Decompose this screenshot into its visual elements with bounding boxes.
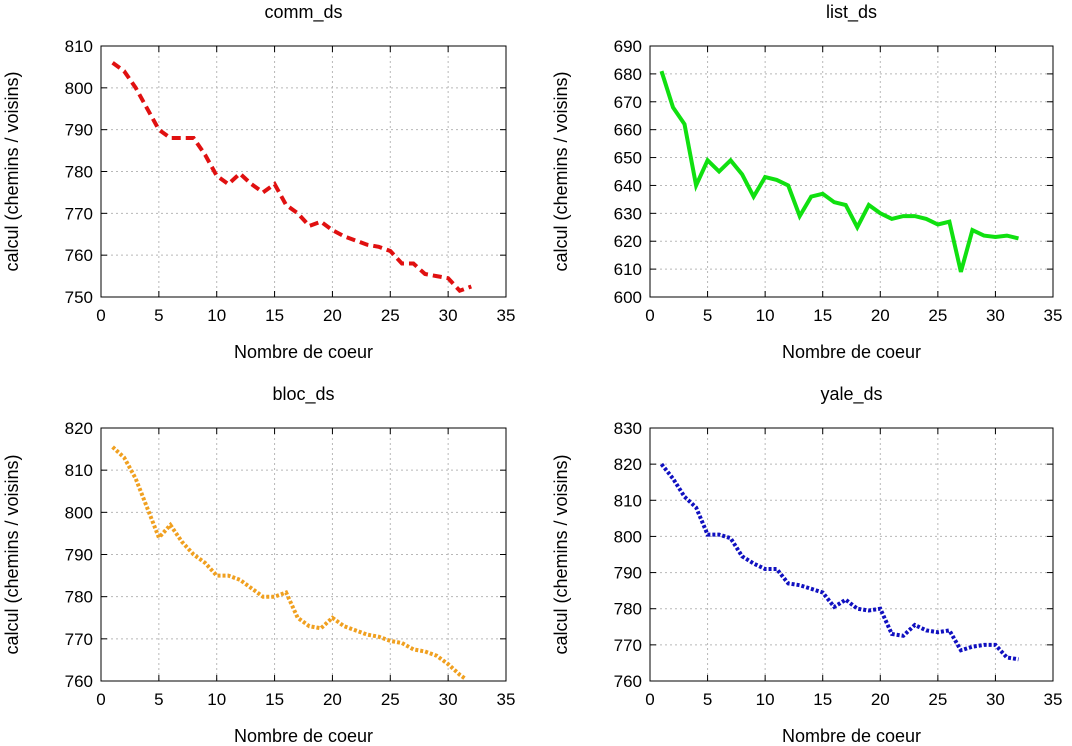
x-tick-label: 25 <box>928 690 947 709</box>
x-tick-label: 15 <box>813 306 832 325</box>
x-tick-label: 10 <box>207 690 226 709</box>
plot-frame <box>649 427 1054 682</box>
chart-panel-bloc_ds: 0 5 10 15 20 25 30 35 760 770 780 790 800 810 820 bloc_… <box>2 384 515 746</box>
y-tick-label: 770 <box>614 636 642 655</box>
chart-title: yale_ds <box>820 384 882 405</box>
y-tick-label: 810 <box>65 461 93 480</box>
x-tick-label: 20 <box>871 690 890 709</box>
y-tick-label: 770 <box>65 630 93 649</box>
x-tick-label: 0 <box>645 306 654 325</box>
y-axis-label: calcul (chemins / voisins) <box>551 454 571 654</box>
y-tick-label: 790 <box>614 564 642 583</box>
y-tick-label: 790 <box>65 546 93 565</box>
chart-title: bloc_ds <box>272 384 334 405</box>
series-line <box>111 61 472 294</box>
x-tick-label: 10 <box>756 306 775 325</box>
y-tick-label: 800 <box>65 79 93 98</box>
x-axis-label: Nombre de coeur <box>234 342 373 362</box>
chart-panel-yale_ds: 0 5 10 15 20 25 30 35 760 770 780 790 800 810 820 830 ya… <box>551 384 1062 746</box>
y-axis-label: calcul (chemins / voisins) <box>2 71 22 271</box>
y-tick-label: 830 <box>614 419 642 438</box>
y-tick-label: 820 <box>614 455 642 474</box>
x-tick-label: 5 <box>154 690 163 709</box>
chart-title: list_ds <box>826 2 877 23</box>
x-tick-label: 10 <box>756 690 775 709</box>
y-tick-label: 810 <box>65 37 93 56</box>
plot-frame <box>649 45 1054 298</box>
x-tick-label: 35 <box>1044 690 1063 709</box>
chart-panel-comm_ds: 0 5 10 15 20 25 30 35 750 760 770 780 790 800 810 comm_… <box>2 2 515 362</box>
x-tick-label: 30 <box>439 306 458 325</box>
x-tick-label: 35 <box>497 306 516 325</box>
y-tick-label: 660 <box>614 121 642 140</box>
series-line <box>659 70 1019 273</box>
x-tick-label: 30 <box>439 690 458 709</box>
y-tick-label: 680 <box>614 65 642 84</box>
y-tick-label: 780 <box>65 588 93 607</box>
y-tick-label: 640 <box>614 176 642 195</box>
y-tick-label: 670 <box>614 93 642 112</box>
y-tick-label: 810 <box>614 491 642 510</box>
y-tick-label: 820 <box>65 419 93 438</box>
x-tick-label: 25 <box>381 690 400 709</box>
chart-panel-list_ds: 0 5 10 15 20 25 30 35 600 610 620 630 640 650 660 670 68… <box>551 2 1062 362</box>
x-tick-label: 30 <box>986 306 1005 325</box>
x-axis-label: Nombre de coeur <box>234 726 373 746</box>
x-tick-label: 15 <box>813 690 832 709</box>
y-tick-label: 620 <box>614 232 642 251</box>
y-tick-label: 760 <box>614 672 642 691</box>
y-tick-label: 760 <box>65 672 93 691</box>
y-axis-label: calcul (chemins / voisins) <box>2 454 22 654</box>
x-tick-label: 35 <box>1044 306 1063 325</box>
x-axis-label: Nombre de coeur <box>782 726 921 746</box>
y-tick-label: 690 <box>614 37 642 56</box>
x-tick-label: 0 <box>96 690 105 709</box>
x-tick-label: 20 <box>323 306 342 325</box>
y-tick-label: 760 <box>65 246 93 265</box>
series-line <box>659 462 1019 662</box>
y-tick-label: 750 <box>65 288 93 307</box>
x-tick-label: 20 <box>323 690 342 709</box>
x-tick-label: 15 <box>265 306 284 325</box>
x-tick-label: 25 <box>928 306 947 325</box>
y-tick-label: 790 <box>65 121 93 140</box>
x-axis-label: Nombre de coeur <box>782 342 921 362</box>
chart-title: comm_ds <box>264 2 342 23</box>
y-tick-label: 800 <box>614 527 642 546</box>
y-tick-label: 650 <box>614 149 642 168</box>
y-tick-label: 770 <box>65 204 93 223</box>
x-tick-label: 10 <box>207 306 226 325</box>
series-line <box>111 445 467 681</box>
x-tick-label: 0 <box>96 306 105 325</box>
y-axis-label: calcul (chemins / voisins) <box>551 71 571 271</box>
y-tick-label: 600 <box>614 288 642 307</box>
x-tick-label: 15 <box>265 690 284 709</box>
x-tick-label: 5 <box>703 306 712 325</box>
x-tick-label: 5 <box>703 690 712 709</box>
x-tick-label: 0 <box>645 690 654 709</box>
x-tick-label: 20 <box>871 306 890 325</box>
y-tick-label: 800 <box>65 503 93 522</box>
x-tick-label: 35 <box>497 690 516 709</box>
x-tick-label: 30 <box>986 690 1005 709</box>
x-tick-label: 5 <box>154 306 163 325</box>
y-tick-label: 630 <box>614 204 642 223</box>
x-tick-label: 25 <box>381 306 400 325</box>
y-tick-label: 610 <box>614 260 642 279</box>
y-tick-label: 780 <box>65 163 93 182</box>
y-tick-label: 780 <box>614 600 642 619</box>
